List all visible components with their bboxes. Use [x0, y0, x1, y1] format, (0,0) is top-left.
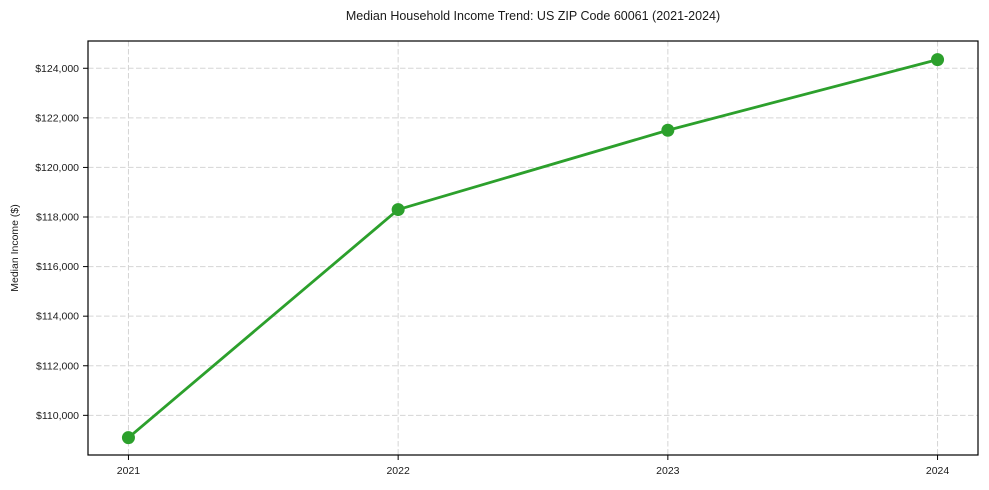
data-point-2023	[661, 123, 675, 137]
y-tick-label: $120,000	[35, 162, 79, 174]
y-tick-label: $110,000	[36, 410, 79, 422]
trend-line	[127, 58, 939, 440]
x-tick-label: 2021	[117, 465, 141, 477]
x-tick-label: 2022	[386, 465, 410, 477]
y-tick-label: $116,000	[36, 261, 79, 273]
x-tick-label: 2024	[926, 465, 950, 477]
y-tick-label: $118,000	[36, 212, 79, 224]
x-tick-label: 2023	[656, 465, 680, 477]
y-tick-label: $124,000	[35, 63, 79, 75]
data-point-2022	[391, 203, 405, 217]
y-tick-label: $122,000	[35, 112, 79, 124]
data-point-2024	[931, 53, 945, 67]
y-tick-label: $112,000	[36, 360, 79, 372]
y-tick-label: $114,000	[36, 311, 79, 323]
plot-border	[87, 40, 979, 456]
chart-title: Median Household Income Trend: US ZIP Co…	[345, 9, 721, 23]
data-point-2021	[121, 431, 135, 445]
